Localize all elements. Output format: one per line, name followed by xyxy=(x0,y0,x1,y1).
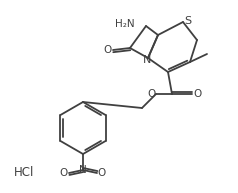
Text: N: N xyxy=(143,55,151,65)
Text: N: N xyxy=(79,165,87,175)
Text: H₂N: H₂N xyxy=(115,19,135,29)
Text: S: S xyxy=(184,16,192,26)
Text: O: O xyxy=(104,45,112,55)
Text: O: O xyxy=(60,168,68,178)
Text: O: O xyxy=(193,89,201,99)
Text: O: O xyxy=(147,89,155,99)
Text: HCl: HCl xyxy=(14,166,34,179)
Text: O: O xyxy=(98,168,106,178)
